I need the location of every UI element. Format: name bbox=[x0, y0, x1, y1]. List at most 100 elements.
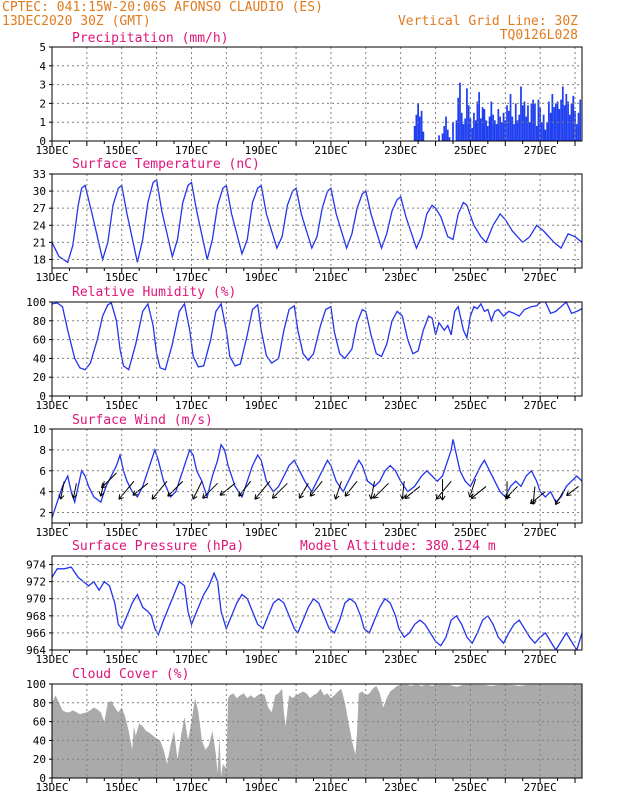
wind-barb-head bbox=[333, 494, 340, 500]
wind-barb bbox=[309, 480, 323, 497]
precipitation-bar bbox=[422, 131, 425, 141]
temperature-ytick-label: 30 bbox=[33, 185, 46, 198]
precipitation-bar bbox=[448, 137, 451, 141]
cloud-cover-ytick-label: 60 bbox=[33, 716, 46, 729]
wind-barb bbox=[151, 480, 168, 500]
cloud-cover-ytick-label: 20 bbox=[33, 753, 46, 766]
cloud-cover-ytick-label: 40 bbox=[33, 734, 46, 747]
cloud-cover-frame bbox=[51, 683, 583, 779]
precipitation-bar bbox=[486, 125, 489, 141]
precipitation-xtick-label: 21DEC bbox=[314, 144, 347, 157]
precipitation-bar bbox=[541, 122, 543, 141]
precipitation-bar bbox=[473, 112, 475, 141]
pressure-xtick-label: 23DEC bbox=[384, 653, 417, 666]
precipitation-ytick-label: 1 bbox=[39, 116, 46, 129]
wind-barb-head bbox=[254, 494, 260, 500]
pressure-ytick-label: 966 bbox=[26, 627, 46, 640]
precipitation-bar bbox=[460, 112, 463, 141]
wind-barb-head bbox=[404, 493, 410, 499]
pressure-xtick-label: 13DEC bbox=[35, 653, 68, 666]
humidity-panel: Relative Humidity (%) 0 20 40 60 80 100 13DEC 1… bbox=[26, 285, 583, 412]
wind-barb-head bbox=[470, 493, 477, 499]
humidity-ytick-label: 80 bbox=[33, 315, 46, 328]
precipitation-bar bbox=[467, 105, 470, 141]
precipitation-bar bbox=[446, 129, 449, 141]
pressure-xtick-label: 21DEC bbox=[314, 653, 347, 666]
pressure-ytick-label: 968 bbox=[26, 610, 46, 623]
wind-ytick-label: 8 bbox=[39, 444, 46, 457]
precipitation-bar bbox=[535, 125, 538, 141]
precipitation-bar bbox=[553, 107, 555, 141]
temperature-xtick-label: 21DEC bbox=[314, 271, 347, 284]
wind-barb bbox=[167, 480, 184, 497]
wind-barb bbox=[435, 480, 452, 500]
wind-barb-head bbox=[58, 494, 65, 500]
wind-barb bbox=[219, 482, 236, 496]
precipitation-bar bbox=[481, 107, 484, 141]
wind-barb-head bbox=[372, 493, 379, 499]
wind-xtick-label: 27DEC bbox=[524, 526, 557, 539]
cloud-cover-ytick-label: 80 bbox=[33, 697, 46, 710]
wind-barb-head bbox=[529, 498, 536, 505]
precipitation-bar bbox=[521, 105, 524, 141]
precipitation-frame bbox=[51, 46, 583, 142]
precipitation-bar bbox=[480, 118, 482, 141]
wind-barb-head bbox=[132, 490, 138, 496]
precipitation-bar bbox=[560, 99, 562, 141]
wind-frame bbox=[51, 428, 583, 524]
precipitation-bar bbox=[471, 127, 474, 141]
header-datetime: 13DEC2020 30Z (GMT) bbox=[2, 14, 151, 29]
precipitation-bar bbox=[455, 120, 458, 141]
wind-barb bbox=[238, 480, 252, 497]
precipitation-bar bbox=[443, 125, 446, 141]
precipitation-bar bbox=[466, 88, 468, 141]
precipitation-bar bbox=[438, 135, 440, 141]
humidity-xtick-label: 17DEC bbox=[175, 399, 208, 412]
temperature-ytick-label: 18 bbox=[33, 253, 46, 266]
precipitation-bar bbox=[516, 120, 519, 141]
wind-barb bbox=[254, 480, 271, 500]
wind-panel: Surface Wind (m/s) 2 4 6 8 10 13DEC 15DEC 17DEC… bbox=[33, 413, 583, 539]
pressure-ytick-label: 974 bbox=[26, 559, 46, 572]
precipitation-bar bbox=[546, 122, 549, 141]
wind-xtick-label: 19DEC bbox=[245, 526, 278, 539]
precipitation-ytick-label: 5 bbox=[39, 41, 46, 54]
wind-barb bbox=[530, 491, 546, 505]
wind-barb bbox=[370, 481, 376, 500]
precipitation-bar bbox=[485, 120, 487, 141]
precipitation-bar bbox=[563, 105, 566, 141]
precipitation-bar bbox=[530, 103, 533, 141]
humidity-ytick-label: 20 bbox=[33, 371, 46, 384]
wind-ytick-label: 6 bbox=[39, 465, 46, 478]
humidity-xtick-label: 13DEC bbox=[35, 399, 68, 412]
precipitation-bar bbox=[457, 97, 460, 141]
cloud-cover-xtick-label: 27DEC bbox=[524, 781, 557, 794]
precipitation-bar bbox=[558, 109, 561, 141]
pressure-xtick-label: 25DEC bbox=[454, 653, 487, 666]
temperature-xtick-label: 25DEC bbox=[454, 271, 487, 284]
wind-barb bbox=[566, 486, 579, 496]
precipitation-xtick-label: 15DEC bbox=[105, 144, 138, 157]
precipitation-bar bbox=[441, 133, 444, 141]
wind-barb-head bbox=[238, 491, 244, 497]
humidity-ytick-label: 60 bbox=[33, 334, 46, 347]
precipitation-panel: Precipitation (mm/h) 0 1 2 3 4 5 13DEC 15DEC 17D… bbox=[35, 31, 583, 157]
pressure-xtick-label: 15DEC bbox=[105, 653, 138, 666]
precipitation-bar bbox=[445, 116, 447, 141]
precipitation-bar bbox=[420, 110, 423, 141]
temperature-panel: Surface Temperature (nC) 18 21 24 27 30 33 13D… bbox=[33, 157, 583, 284]
temperature-line bbox=[52, 178, 582, 264]
pressure-panel: Surface Pressure (hPa) Model Altitude: 3… bbox=[26, 539, 583, 666]
wind-barb-head bbox=[167, 491, 173, 497]
precipitation-bar bbox=[551, 94, 554, 141]
humidity-ytick-label: 100 bbox=[26, 296, 46, 309]
wind-barb-head bbox=[192, 494, 198, 500]
cloud-cover-ytick-label: 0 bbox=[39, 772, 46, 785]
wind-barb bbox=[344, 480, 358, 497]
temperature-title: Surface Temperature (nC) bbox=[72, 157, 260, 172]
wind-barb-head bbox=[555, 499, 561, 506]
precipitation-bar bbox=[523, 101, 526, 141]
temperature-xtick-label: 15DEC bbox=[105, 271, 138, 284]
wind-barb-head bbox=[439, 495, 446, 501]
temperature-ytick-label: 27 bbox=[33, 202, 46, 215]
